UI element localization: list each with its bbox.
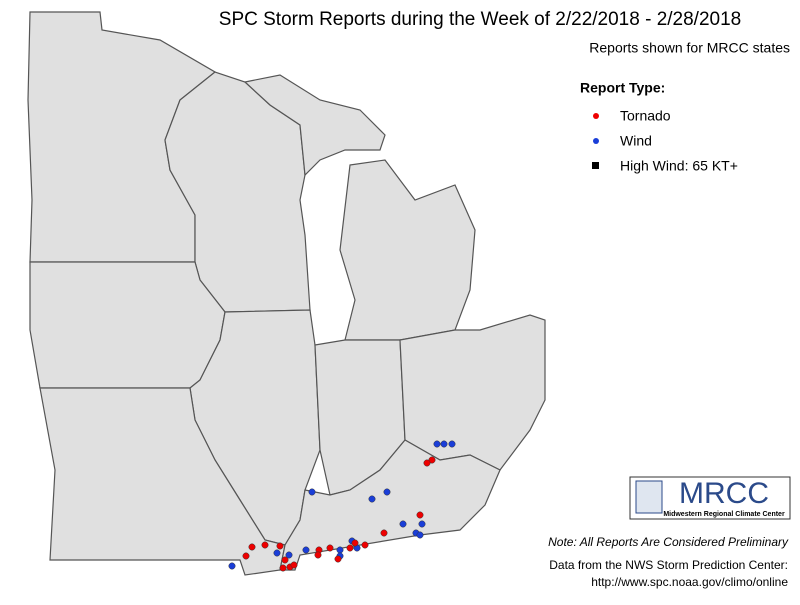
report-dot xyxy=(416,511,424,519)
title: SPC Storm Reports during the Week of 2/2… xyxy=(219,9,741,30)
source: Data from the NWS Storm Prediction Cente… xyxy=(549,558,788,572)
logo-icon xyxy=(635,480,663,514)
legend-marker xyxy=(593,113,599,119)
report-dot xyxy=(302,546,310,554)
report-dot xyxy=(361,541,369,549)
report-dot xyxy=(314,551,322,559)
report-dot xyxy=(423,459,431,467)
report-dot xyxy=(242,552,250,560)
report-dot xyxy=(368,495,376,503)
note: Note: All Reports Are Considered Prelimi… xyxy=(548,535,789,549)
source-url: http://www.spc.noaa.gov/climo/online xyxy=(591,575,788,589)
legend-item: Wind xyxy=(620,133,652,149)
report-dot xyxy=(308,488,316,496)
report-dot xyxy=(228,562,236,570)
report-dots xyxy=(228,440,456,572)
state xyxy=(279,439,501,571)
report-dot xyxy=(290,561,298,569)
report-dot xyxy=(440,440,448,448)
report-dot xyxy=(326,544,334,552)
legend-item: High Wind: 65 KT+ xyxy=(620,158,738,174)
report-dot xyxy=(334,555,342,563)
legend-item: Tornado xyxy=(620,108,671,124)
report-dot xyxy=(248,543,256,551)
report-dot xyxy=(399,520,407,528)
report-dot xyxy=(279,564,287,572)
report-dot xyxy=(428,456,436,464)
report-dot xyxy=(261,541,269,549)
legend-title: Report Type: xyxy=(580,80,665,96)
legend-marker xyxy=(593,138,599,144)
report-dot xyxy=(336,546,344,554)
report-dot xyxy=(346,544,354,552)
report-dot xyxy=(433,440,441,448)
report-dot xyxy=(448,440,456,448)
report-dot xyxy=(351,539,359,547)
state xyxy=(339,159,476,341)
report-dot xyxy=(416,531,424,539)
logo: MRCC Midwestern Regional Climate Center xyxy=(629,476,791,520)
report-dot xyxy=(276,542,284,550)
state xyxy=(243,74,386,177)
state xyxy=(29,261,226,389)
state xyxy=(164,71,311,313)
report-dot xyxy=(285,551,293,559)
logo-full-name: Midwestern Regional Climate Center xyxy=(663,511,785,518)
legend-marker xyxy=(592,162,599,169)
report-dot xyxy=(281,556,289,564)
report-dot xyxy=(418,520,426,528)
report-dot xyxy=(380,529,388,537)
report-dot xyxy=(273,549,281,557)
subtitle: Reports shown for MRCC states xyxy=(589,40,790,56)
logo-name: MRCC xyxy=(679,477,769,510)
states xyxy=(27,11,546,576)
report-dot xyxy=(383,488,391,496)
